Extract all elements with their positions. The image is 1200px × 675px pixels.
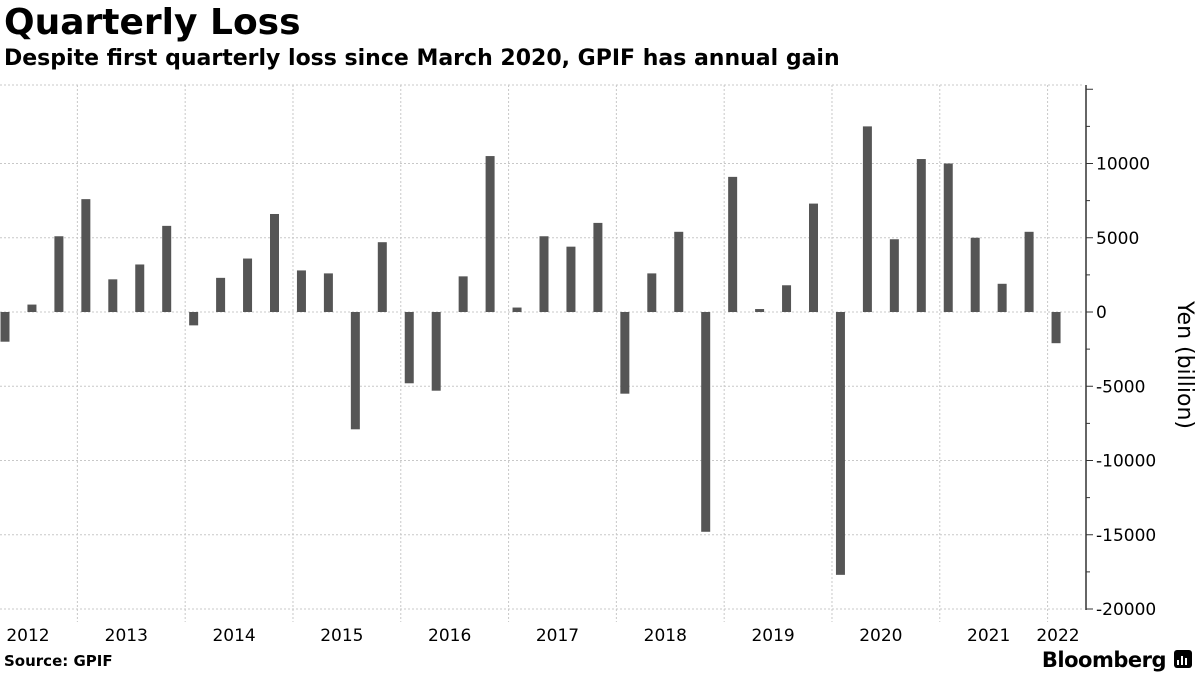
x-tick-label: 2017 xyxy=(536,626,579,646)
bar xyxy=(943,163,953,312)
bar xyxy=(108,279,118,312)
x-axis-labels: 2012 2013 2014 2015 2016 2017 2018 2019 2020 2021… xyxy=(6,626,1079,646)
y-tick-label: 10000 xyxy=(1096,155,1150,175)
bar xyxy=(458,276,468,312)
bar xyxy=(377,242,387,312)
bar xyxy=(162,225,172,312)
bar xyxy=(593,222,603,312)
bar xyxy=(404,312,414,384)
x-tick-label: 2015 xyxy=(320,626,363,646)
y-tick-label: 5000 xyxy=(1096,229,1139,249)
bar xyxy=(0,312,10,342)
bar xyxy=(997,283,1007,312)
bar xyxy=(296,270,306,312)
y-axis-label: Yen (billion) xyxy=(1172,300,1197,429)
bar xyxy=(350,312,360,430)
bar xyxy=(135,264,145,312)
bar xyxy=(970,237,980,312)
bar xyxy=(189,312,199,326)
x-tick-label: 2018 xyxy=(644,626,687,646)
bar xyxy=(216,277,226,312)
x-tick-label: 2020 xyxy=(859,626,902,646)
bar xyxy=(916,159,926,312)
bar xyxy=(1051,312,1061,344)
y-tick-label: -15000 xyxy=(1096,526,1156,546)
bloomberg-terminal-icon xyxy=(1174,650,1192,668)
chart-title: Quarterly Loss xyxy=(4,2,301,43)
bar xyxy=(755,309,765,312)
bar xyxy=(431,312,441,391)
bar xyxy=(27,304,37,312)
bar xyxy=(323,273,333,312)
x-tick-label: 2022 xyxy=(1036,626,1079,646)
y-tick-label: 0 xyxy=(1096,303,1107,323)
bar xyxy=(243,258,253,312)
grid-lines xyxy=(0,84,1083,622)
bar xyxy=(512,307,522,312)
bar xyxy=(566,246,576,312)
x-tick-label: 2021 xyxy=(967,626,1010,646)
x-tick-label: 2013 xyxy=(105,626,148,646)
bar xyxy=(1024,231,1034,312)
bar xyxy=(782,285,792,312)
x-tick-label: 2019 xyxy=(751,626,794,646)
y-tick-label: -10000 xyxy=(1096,452,1156,472)
y-tick-label: -5000 xyxy=(1096,377,1145,397)
bar xyxy=(620,312,630,394)
bloomberg-logo: Bloomberg xyxy=(1041,648,1167,672)
bar xyxy=(54,236,64,312)
bar xyxy=(270,213,279,312)
x-tick-label: 2012 xyxy=(6,626,49,646)
bar xyxy=(889,239,899,312)
bar xyxy=(835,312,845,575)
y-tick-label: -20000 xyxy=(1096,600,1156,620)
bar xyxy=(701,312,711,532)
x-tick-label: 2014 xyxy=(212,626,255,646)
bar xyxy=(81,199,91,312)
bar xyxy=(809,203,818,312)
bar xyxy=(862,126,872,313)
bar xyxy=(674,231,684,312)
x-tick-label: 2016 xyxy=(428,626,471,646)
y-axis: 10000 5000 0 -5000 -10000 -15000 -20000 xyxy=(1085,85,1156,620)
bar xyxy=(485,156,495,312)
chart-subtitle: Despite first quarterly loss since March… xyxy=(4,46,840,71)
bars xyxy=(0,126,1061,575)
bar xyxy=(647,273,657,312)
bar xyxy=(728,176,738,312)
bar xyxy=(539,236,549,312)
source-note: Source: GPIF xyxy=(4,652,113,670)
